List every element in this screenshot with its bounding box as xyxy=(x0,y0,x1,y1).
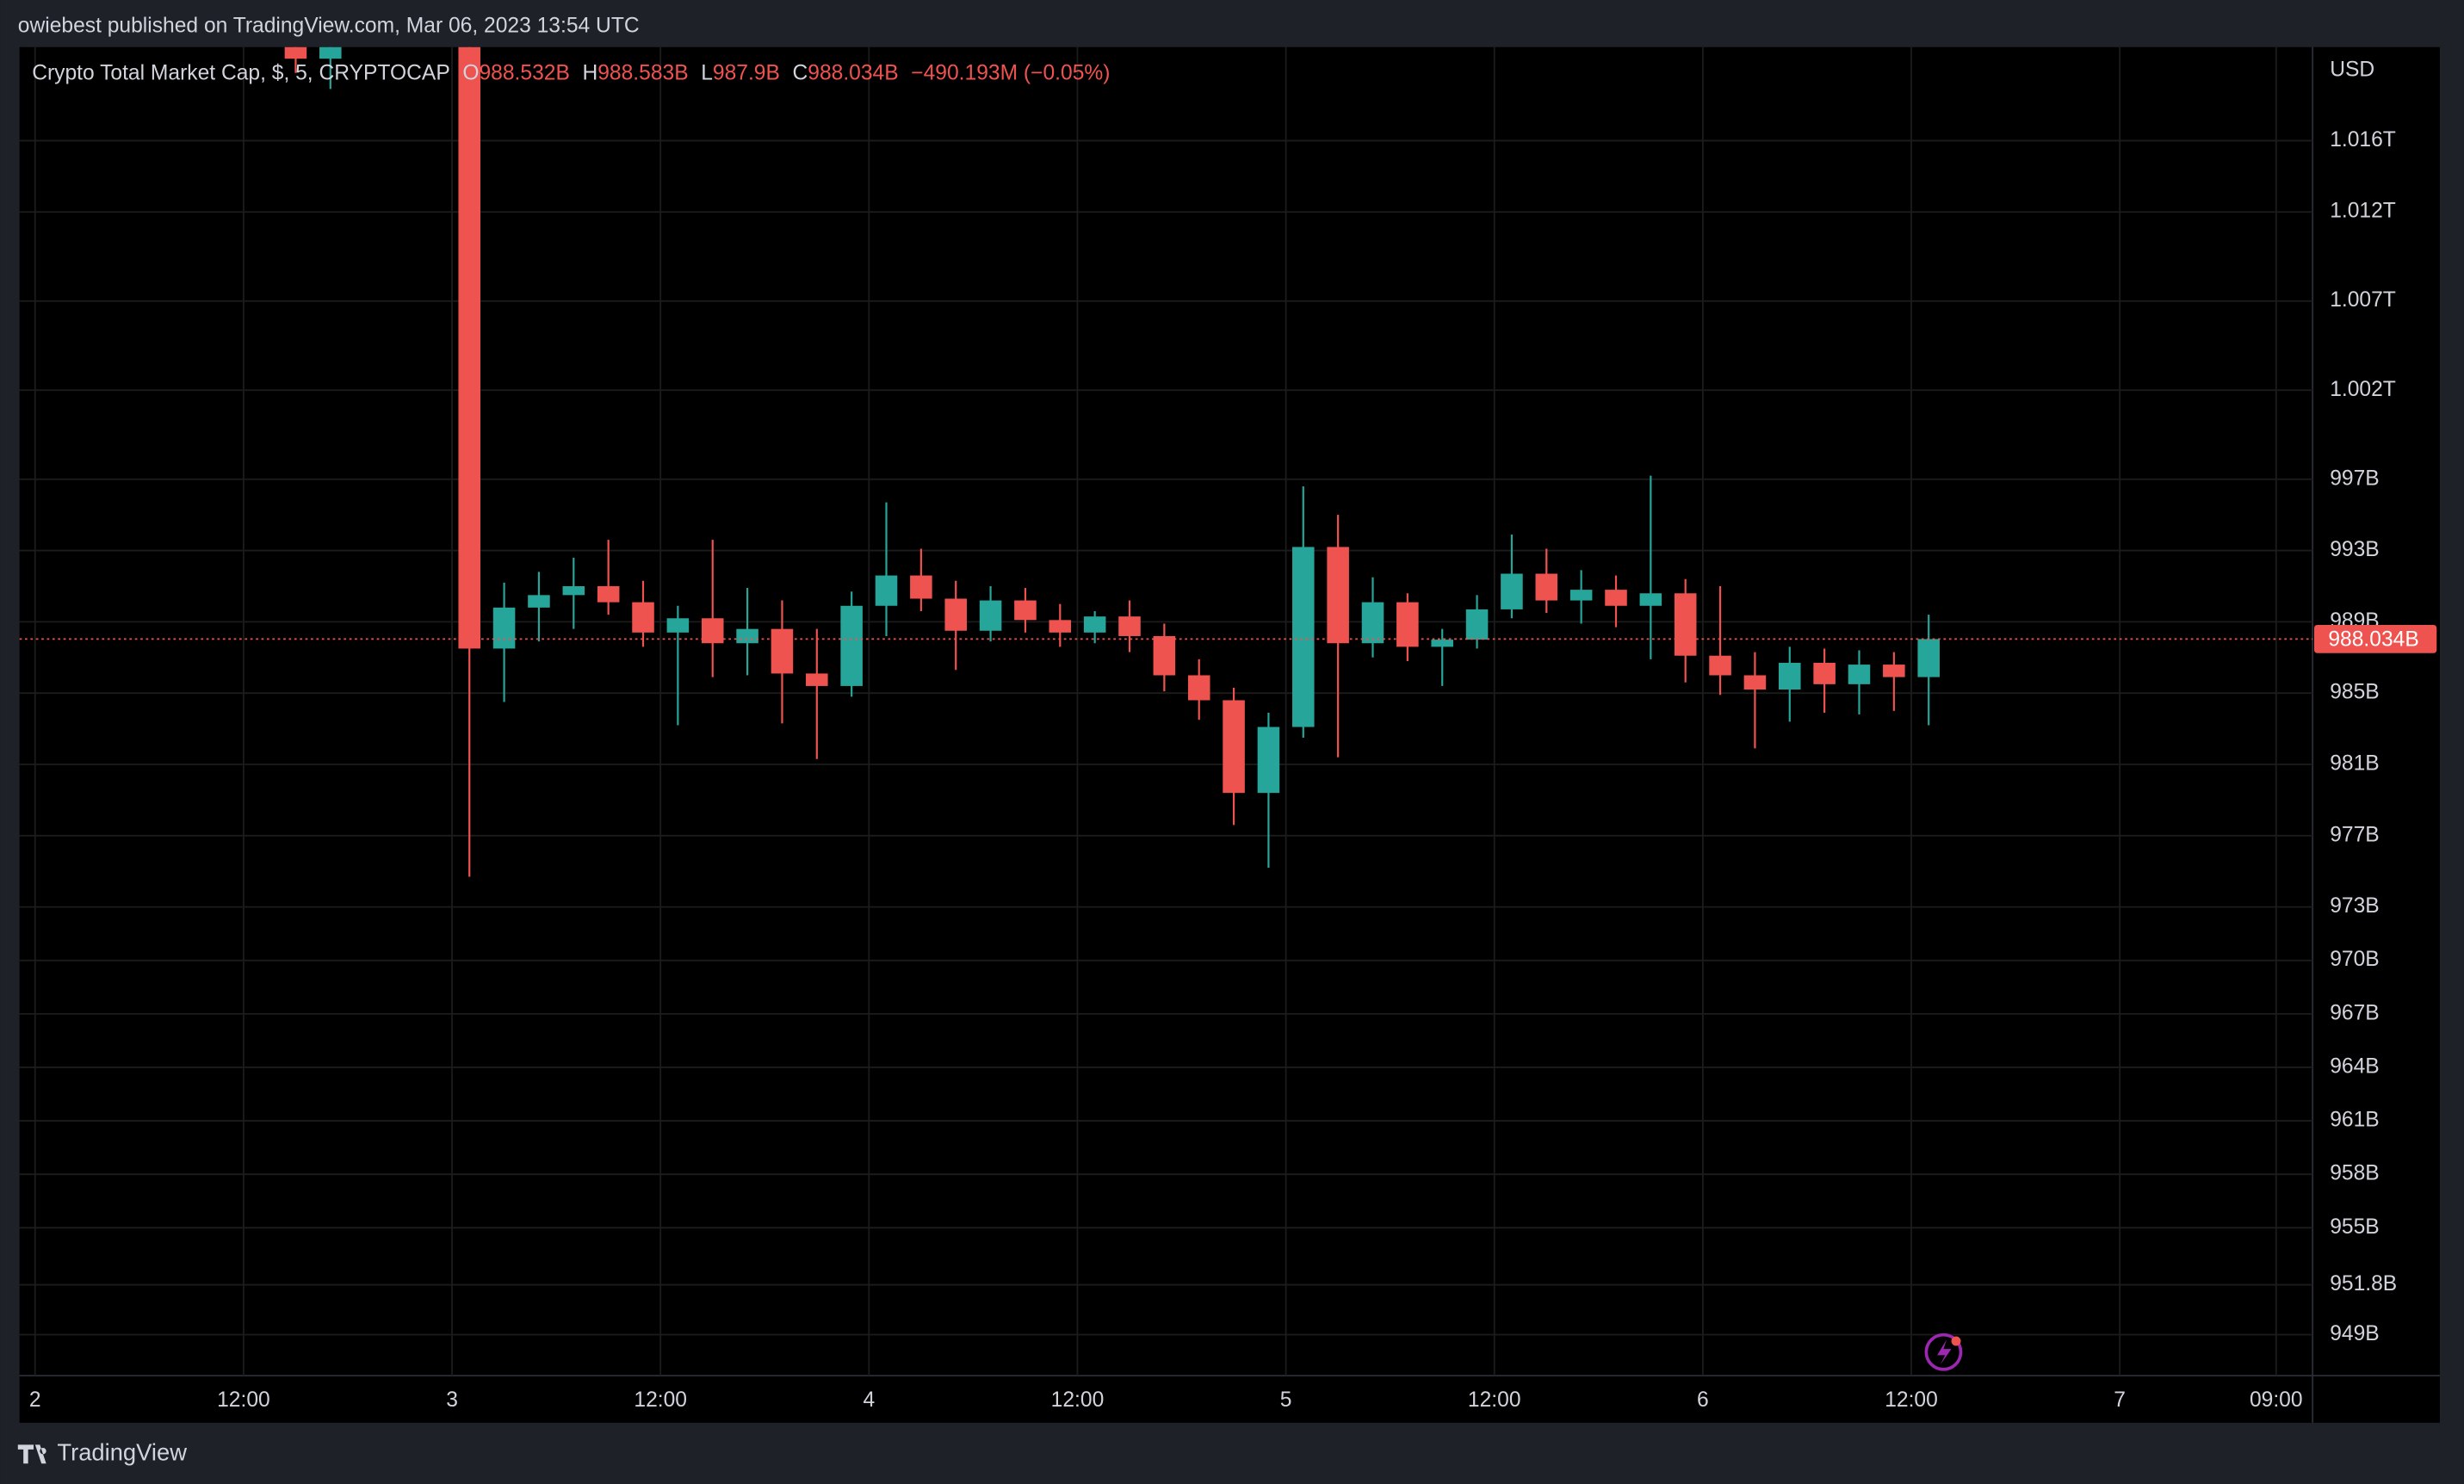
candle-body xyxy=(1396,602,1419,647)
candle-body xyxy=(1431,640,1453,647)
open-value: 988.532B xyxy=(480,61,570,84)
candle-body xyxy=(1605,590,1627,606)
x-tick-label: 3 xyxy=(446,1388,458,1412)
candle-body xyxy=(1014,600,1037,621)
candle-body xyxy=(806,673,828,686)
last-price-label: 988.034B xyxy=(2328,628,2418,652)
x-tick-label: 6 xyxy=(1697,1388,1709,1412)
candle-body xyxy=(1917,639,1940,677)
close-value: 988.034B xyxy=(808,61,898,84)
close-key: C xyxy=(793,61,808,84)
y-tick-label: 949B xyxy=(2330,1322,2379,1345)
low-value: 987.9B xyxy=(713,61,780,84)
y-tick-label: 1.012T xyxy=(2330,200,2396,223)
x-tick-label: 12:00 xyxy=(1885,1388,1938,1412)
candle-body xyxy=(458,46,480,649)
x-tick-label: 12:00 xyxy=(1468,1388,1521,1412)
y-tick-label: 967B xyxy=(2330,1001,2379,1024)
y-tick-label: 961B xyxy=(2330,1109,2379,1132)
y-tick-label: 997B xyxy=(2330,467,2379,490)
y-tick-label: 981B xyxy=(2330,752,2379,776)
currency: USD xyxy=(2330,59,2374,82)
y-tick-label: 964B xyxy=(2330,1054,2379,1078)
candle-body xyxy=(736,628,758,644)
candle-body xyxy=(1257,727,1280,794)
change: −490.193M (−0.05%) xyxy=(911,61,1110,84)
x-tick-label: 7 xyxy=(2114,1388,2126,1412)
y-tick-label: 1.002T xyxy=(2330,378,2396,401)
candle-body xyxy=(1292,547,1315,727)
y-tick-label: 1.016T xyxy=(2330,128,2396,151)
low-key: L xyxy=(701,61,713,84)
candle-body xyxy=(944,598,967,631)
x-tick-label: 09:00 xyxy=(2250,1388,2303,1412)
candle-body xyxy=(1118,616,1141,636)
candle-body xyxy=(666,618,690,633)
candle-body xyxy=(319,46,342,59)
y-tick-label: 970B xyxy=(2330,948,2379,971)
candle-body xyxy=(1743,675,1767,690)
candle-body xyxy=(1187,675,1210,701)
candle-body xyxy=(632,602,654,633)
candle-body xyxy=(1569,590,1593,601)
candle-body xyxy=(840,605,863,686)
x-tick-label: 4 xyxy=(863,1388,875,1412)
candle-body xyxy=(1813,663,1836,684)
candle-body xyxy=(1223,700,1245,794)
y-tick-label: 951.8B xyxy=(2330,1272,2397,1295)
byline: owiebest published on TradingView.com, M… xyxy=(18,15,640,38)
y-tick-label: 973B xyxy=(2330,894,2379,918)
candle-body xyxy=(771,628,794,674)
y-tick-label: 985B xyxy=(2330,681,2379,704)
candle-body xyxy=(1535,573,1558,601)
candle-body xyxy=(1083,616,1106,633)
y-tick-label: 1.007T xyxy=(2330,288,2396,312)
candle-body xyxy=(1501,573,1523,609)
x-tick-label: 12:00 xyxy=(1051,1388,1105,1412)
candle-body xyxy=(1779,663,1801,690)
candle-body xyxy=(1049,620,1072,633)
axes: 1.016T1.012T1.007T1.002T997B993B989B985B… xyxy=(29,128,2437,1412)
candle-body xyxy=(528,595,550,608)
brand-name: TradingView xyxy=(57,1439,187,1466)
candle-body xyxy=(1674,593,1697,656)
alert-icon[interactable] xyxy=(1924,1333,1963,1371)
candle-body xyxy=(1709,655,1731,676)
candle-body xyxy=(1465,609,1489,640)
y-tick-label: 958B xyxy=(2330,1162,2379,1185)
candle-body xyxy=(875,575,898,606)
candle-body xyxy=(1848,665,1871,684)
brand: TradingView xyxy=(17,1439,187,1466)
x-tick-label: 12:00 xyxy=(217,1388,270,1412)
candle-body xyxy=(1361,602,1384,644)
y-tick-label: 977B xyxy=(2330,823,2379,846)
candle-body xyxy=(492,607,516,649)
x-tick-label: 2 xyxy=(29,1388,41,1412)
y-tick-label: 993B xyxy=(2330,538,2379,561)
candle-body xyxy=(1327,547,1349,644)
high-key: H xyxy=(582,61,597,84)
candle-body xyxy=(1883,665,1905,677)
candle-body xyxy=(284,46,307,59)
plot xyxy=(19,46,2313,877)
grid xyxy=(19,46,2313,1376)
candle-body xyxy=(979,600,1002,631)
y-tick-label: 955B xyxy=(2330,1215,2379,1239)
candle-body xyxy=(1153,635,1176,676)
candle-body xyxy=(562,585,585,596)
candle-body xyxy=(597,585,620,603)
open-key: O xyxy=(462,61,479,84)
high-value: 988.583B xyxy=(597,61,688,84)
x-tick-label: 5 xyxy=(1280,1388,1292,1412)
last-price-box xyxy=(2313,624,2437,653)
legend: Crypto Total Market Cap, $, 5, CRYPTOCAP… xyxy=(32,61,1110,84)
candle-body xyxy=(1639,593,1662,606)
x-tick-label: 12:00 xyxy=(634,1388,687,1412)
symbol: Crypto Total Market Cap, $, 5, CRYPTOCAP xyxy=(32,61,450,84)
candle-body xyxy=(910,575,932,599)
